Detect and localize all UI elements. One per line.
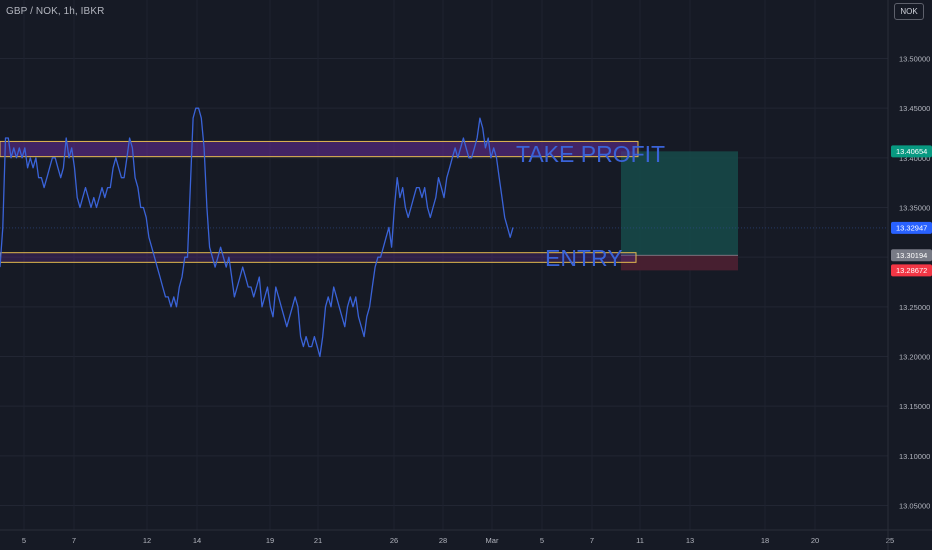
x-tick-label: 12 <box>143 536 151 545</box>
entry-label: ENTRY <box>545 245 623 271</box>
price-series-line <box>0 107 514 358</box>
x-tick-label: Mar <box>486 536 499 545</box>
x-tick-label: 5 <box>540 536 544 545</box>
y-tick-label: 13.05000 <box>899 502 930 511</box>
price-tag <box>891 221 932 234</box>
price-tag-label: 13.40654 <box>896 147 927 156</box>
price-tag <box>891 145 932 158</box>
price-tag <box>891 249 932 262</box>
price-tag <box>891 264 932 277</box>
x-tick-label: 26 <box>390 536 398 545</box>
x-tick-label: 11 <box>636 536 644 545</box>
x-tick-label: 7 <box>590 536 594 545</box>
profit-target-box <box>621 151 738 256</box>
y-tick-label: 13.40000 <box>899 154 930 163</box>
y-tick-label: 13.50000 <box>899 55 930 64</box>
price-tag-label: 13.30194 <box>896 251 927 260</box>
x-tick-label: 21 <box>314 536 322 545</box>
x-tick-label: 18 <box>761 536 769 545</box>
y-tick-label: 13.25000 <box>899 303 930 312</box>
currency-badge[interactable]: NOK <box>894 3 924 20</box>
take-profit-label: TAKE PROFIT <box>516 141 665 167</box>
entry-zone <box>0 252 637 263</box>
stop-loss-box <box>621 255 738 271</box>
y-tick-label: 13.45000 <box>899 104 930 113</box>
y-tick-label: 13.15000 <box>899 402 930 411</box>
x-tick-label: 13 <box>686 536 694 545</box>
price-tag-label: 13.28672 <box>896 266 927 275</box>
x-tick-label: 14 <box>193 536 201 545</box>
x-tick-label: 5 <box>22 536 26 545</box>
x-tick-label: 19 <box>266 536 274 545</box>
x-tick-label: 7 <box>72 536 76 545</box>
take-profit-zone <box>0 140 639 158</box>
symbol-title[interactable]: GBP / NOK, 1h, IBKR <box>6 6 105 17</box>
y-tick-label: 13.35000 <box>899 204 930 213</box>
x-tick-label: 20 <box>811 536 819 545</box>
price-tag-label: 13.32947 <box>896 224 927 233</box>
x-tick-label: 28 <box>439 536 447 545</box>
y-tick-label: 13.20000 <box>899 353 930 362</box>
y-tick-label: 13.10000 <box>899 452 930 461</box>
x-tick-label: 25 <box>886 536 894 545</box>
